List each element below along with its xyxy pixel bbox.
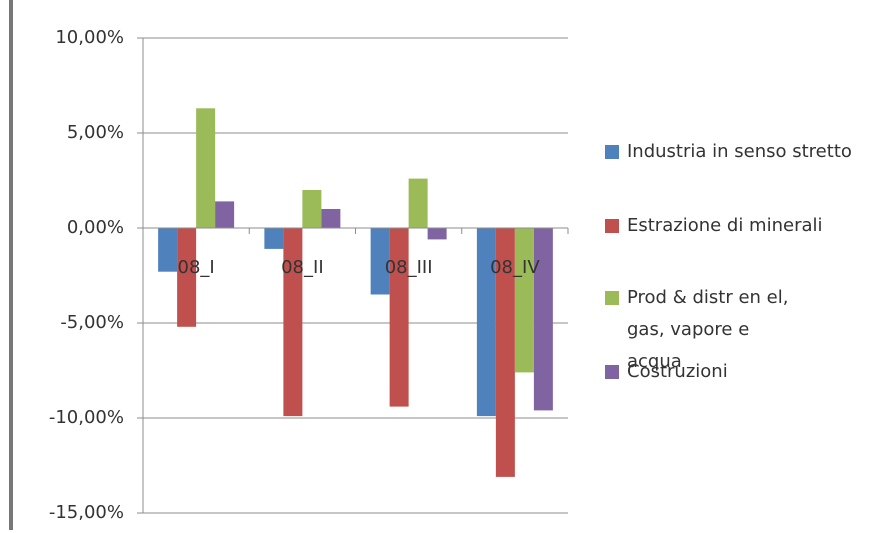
legend-item: Estrazione di minerali bbox=[605, 210, 875, 242]
legend-swatch bbox=[605, 291, 619, 305]
bar bbox=[215, 201, 235, 228]
legend-swatch bbox=[605, 219, 619, 233]
bar bbox=[177, 228, 197, 327]
legend-item: Costruzioni bbox=[605, 356, 875, 388]
bar bbox=[158, 228, 178, 272]
x-tick-label: 08_II bbox=[281, 257, 324, 278]
bar bbox=[408, 178, 428, 228]
bar bbox=[283, 228, 303, 417]
bar bbox=[264, 228, 284, 249]
y-tick-label: 0,00% bbox=[67, 217, 124, 238]
bar bbox=[533, 228, 553, 411]
y-tick-label: 5,00% bbox=[67, 122, 124, 143]
legend-label: Estrazione di minerali bbox=[627, 215, 823, 236]
bar bbox=[302, 190, 322, 228]
y-tick-label: 10,00% bbox=[55, 27, 124, 48]
bar bbox=[427, 228, 447, 240]
legend-label: Prod & distr en el, gas, vapore e acqua bbox=[627, 287, 789, 372]
side-bar bbox=[9, 0, 13, 530]
bar bbox=[196, 108, 216, 228]
bar bbox=[370, 228, 390, 295]
bar bbox=[389, 228, 409, 407]
legend-item: Prod & distr en el, gas, vapore e acqua bbox=[605, 282, 875, 378]
legend-swatch bbox=[605, 365, 619, 379]
legend-item: Industria in senso stretto bbox=[605, 136, 875, 168]
legend-label: Industria in senso stretto bbox=[627, 141, 852, 162]
bar bbox=[514, 228, 534, 373]
x-tick-label: 08_IV bbox=[490, 257, 540, 278]
x-tick-label: 08_I bbox=[178, 257, 215, 278]
y-tick-label: -15,00% bbox=[49, 502, 124, 523]
x-tick-label: 08_III bbox=[385, 257, 433, 278]
legend-swatch bbox=[605, 145, 619, 159]
y-tick-label: -10,00% bbox=[49, 407, 124, 428]
bar bbox=[476, 228, 496, 417]
legend-label: Costruzioni bbox=[627, 361, 728, 382]
y-tick-label: -5,00% bbox=[60, 312, 124, 333]
bar bbox=[495, 228, 515, 477]
bar bbox=[321, 209, 341, 228]
